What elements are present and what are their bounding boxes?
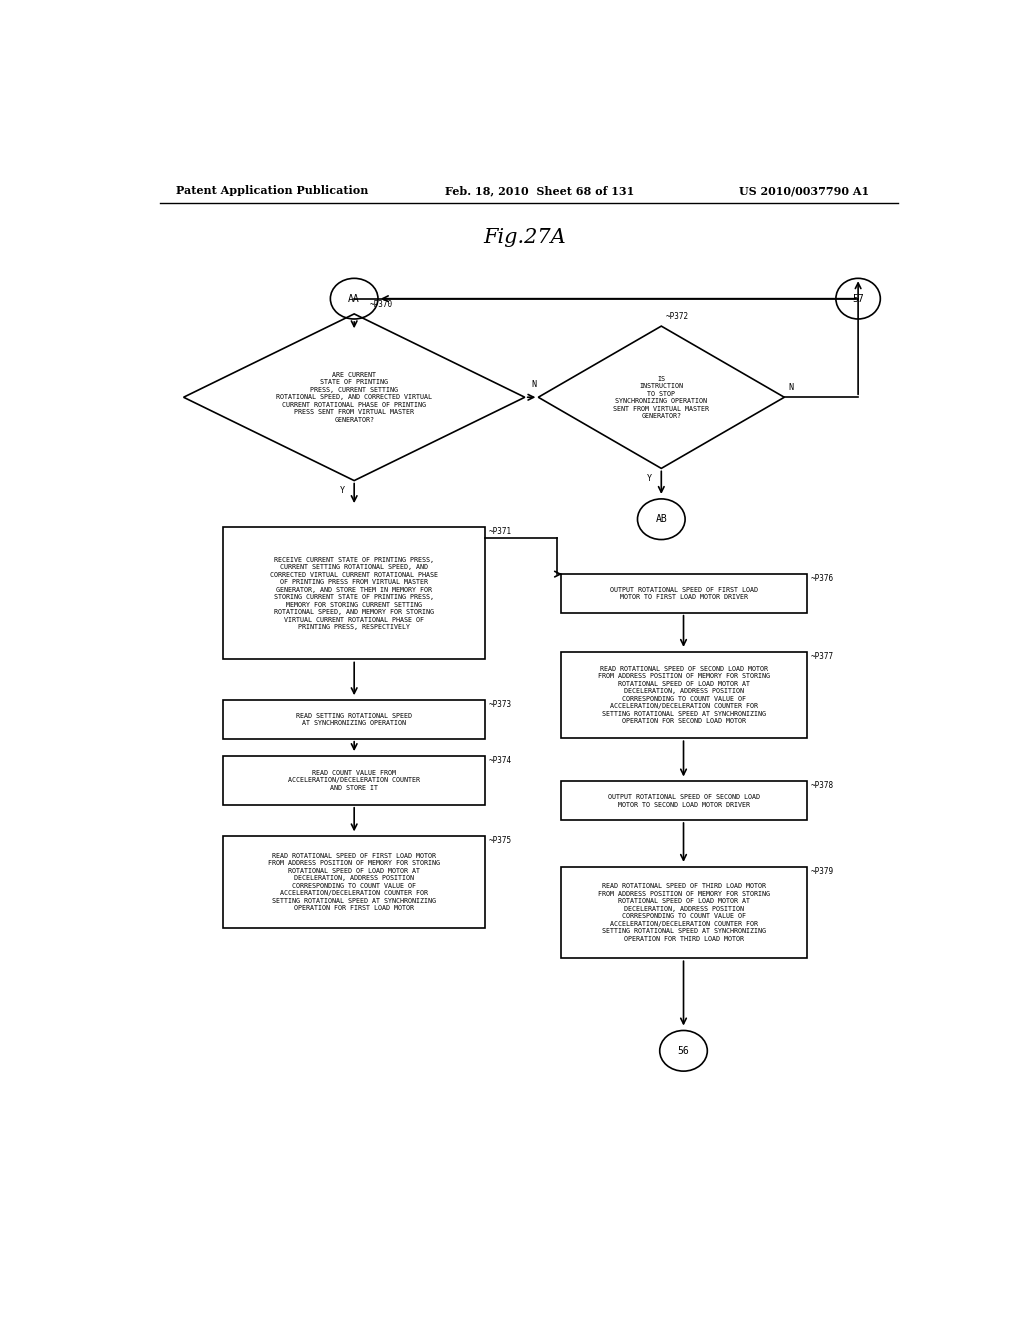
- Text: N: N: [788, 383, 794, 392]
- Bar: [223, 528, 485, 660]
- Text: OUTPUT ROTATIONAL SPEED OF FIRST LOAD
MOTOR TO FIRST LOAD MOTOR DRIVER: OUTPUT ROTATIONAL SPEED OF FIRST LOAD MO…: [609, 586, 758, 601]
- Text: Y: Y: [340, 486, 345, 495]
- Text: RECEIVE CURRENT STATE OF PRINTING PRESS,
CURRENT SETTING ROTATIONAL SPEED, AND
C: RECEIVE CURRENT STATE OF PRINTING PRESS,…: [270, 557, 438, 630]
- Text: N: N: [531, 380, 537, 389]
- Text: ~P373: ~P373: [489, 700, 512, 709]
- Text: Patent Application Publication: Patent Application Publication: [176, 185, 368, 197]
- Text: READ ROTATIONAL SPEED OF THIRD LOAD MOTOR
FROM ADDRESS POSITION OF MEMORY FOR ST: READ ROTATIONAL SPEED OF THIRD LOAD MOTO…: [598, 883, 769, 941]
- Bar: [223, 837, 485, 928]
- Text: 57: 57: [852, 293, 864, 304]
- Text: ~P376: ~P376: [811, 574, 834, 583]
- Bar: [560, 574, 807, 612]
- Text: READ COUNT VALUE FROM
ACCELERATION/DECELERATION COUNTER
AND STORE IT: READ COUNT VALUE FROM ACCELERATION/DECEL…: [288, 770, 420, 791]
- Text: ~P377: ~P377: [811, 652, 834, 661]
- Bar: [560, 781, 807, 820]
- Text: ~P378: ~P378: [811, 781, 834, 791]
- Text: READ ROTATIONAL SPEED OF SECOND LOAD MOTOR
FROM ADDRESS POSITION OF MEMORY FOR S: READ ROTATIONAL SPEED OF SECOND LOAD MOT…: [598, 665, 769, 725]
- Text: READ SETTING ROTATIONAL SPEED
AT SYNCHRONIZING OPERATION: READ SETTING ROTATIONAL SPEED AT SYNCHRO…: [296, 713, 413, 726]
- Text: Y: Y: [647, 474, 652, 483]
- Bar: [560, 867, 807, 958]
- Bar: [560, 652, 807, 738]
- Text: US 2010/0037790 A1: US 2010/0037790 A1: [739, 185, 869, 197]
- Text: Feb. 18, 2010  Sheet 68 of 131: Feb. 18, 2010 Sheet 68 of 131: [445, 185, 635, 197]
- Text: ~P374: ~P374: [489, 756, 512, 766]
- Text: AB: AB: [655, 515, 668, 524]
- Bar: [223, 756, 485, 805]
- Text: AA: AA: [348, 293, 360, 304]
- Text: OUTPUT ROTATIONAL SPEED OF SECOND LOAD
MOTOR TO SECOND LOAD MOTOR DRIVER: OUTPUT ROTATIONAL SPEED OF SECOND LOAD M…: [607, 795, 760, 808]
- Text: ~P372: ~P372: [666, 312, 688, 321]
- Text: READ ROTATIONAL SPEED OF FIRST LOAD MOTOR
FROM ADDRESS POSITION OF MEMORY FOR ST: READ ROTATIONAL SPEED OF FIRST LOAD MOTO…: [268, 853, 440, 911]
- Text: Fig.27A: Fig.27A: [483, 228, 566, 247]
- Text: IS
INSTRUCTION
TO STOP
SYNCHRONIZING OPERATION
SENT FROM VIRTUAL MASTER
GENERATO: IS INSTRUCTION TO STOP SYNCHRONIZING OPE…: [613, 375, 710, 418]
- Text: ~P375: ~P375: [489, 837, 512, 845]
- Text: 56: 56: [678, 1045, 689, 1056]
- Text: ARE CURRENT
STATE OF PRINTING
PRESS, CURRENT SETTING
ROTATIONAL SPEED, AND CORRE: ARE CURRENT STATE OF PRINTING PRESS, CUR…: [276, 372, 432, 422]
- Text: ~P371: ~P371: [489, 528, 512, 536]
- Text: ~P379: ~P379: [811, 867, 834, 876]
- Bar: [223, 700, 485, 739]
- Text: ~P370: ~P370: [370, 300, 393, 309]
